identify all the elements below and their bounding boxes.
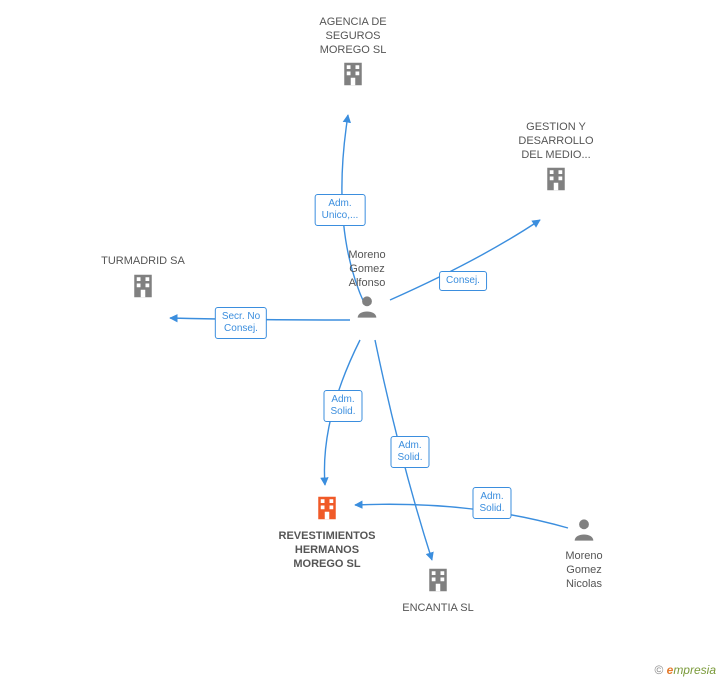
- building-icon: [541, 164, 571, 194]
- edge-label: Adm. Unico,...: [315, 194, 366, 226]
- node-encantia[interactable]: ENCANTIA SL: [368, 565, 508, 616]
- node-label: Moreno Gomez Alfonso: [297, 249, 437, 290]
- node-nicolas[interactable]: Moreno Gomez Nicolas: [514, 515, 654, 591]
- diagram-canvas: Moreno Gomez Alfonso AGENCIA DE SEGUROS …: [0, 0, 728, 685]
- edge-label: Adm. Solid.: [323, 390, 362, 422]
- node-label: GESTION Y DESARROLLO DEL MEDIO...: [486, 121, 626, 162]
- node-agencia[interactable]: AGENCIA DE SEGUROS MOREGO SL: [283, 16, 423, 94]
- node-label: ENCANTIA SL: [368, 602, 508, 616]
- person-icon: [353, 292, 381, 320]
- node-revestimientos[interactable]: REVESTIMIENTOS HERMANOS MOREGO SL: [257, 493, 397, 571]
- building-icon: [423, 565, 453, 595]
- node-gestion[interactable]: GESTION Y DESARROLLO DEL MEDIO...: [486, 121, 626, 199]
- edge-label: Consej.: [439, 271, 487, 291]
- building-icon: [128, 271, 158, 301]
- node-label: Moreno Gomez Nicolas: [514, 550, 654, 591]
- edge-label: Secr. No Consej.: [215, 307, 267, 339]
- copyright-symbol: ©: [654, 663, 663, 677]
- person-icon: [570, 515, 598, 543]
- node-turmadrid[interactable]: TURMADRID SA: [73, 255, 213, 306]
- footer: © empresia: [654, 663, 716, 677]
- edge-label: Adm. Solid.: [472, 487, 511, 519]
- brand-rest: mpresia: [673, 663, 716, 677]
- building-icon: [312, 493, 342, 523]
- building-icon: [338, 59, 368, 89]
- node-label: AGENCIA DE SEGUROS MOREGO SL: [283, 16, 423, 57]
- brand: empresia: [667, 663, 716, 677]
- node-label: TURMADRID SA: [73, 255, 213, 269]
- node-center_person[interactable]: Moreno Gomez Alfonso: [297, 249, 437, 325]
- edge-label: Adm. Solid.: [390, 436, 429, 468]
